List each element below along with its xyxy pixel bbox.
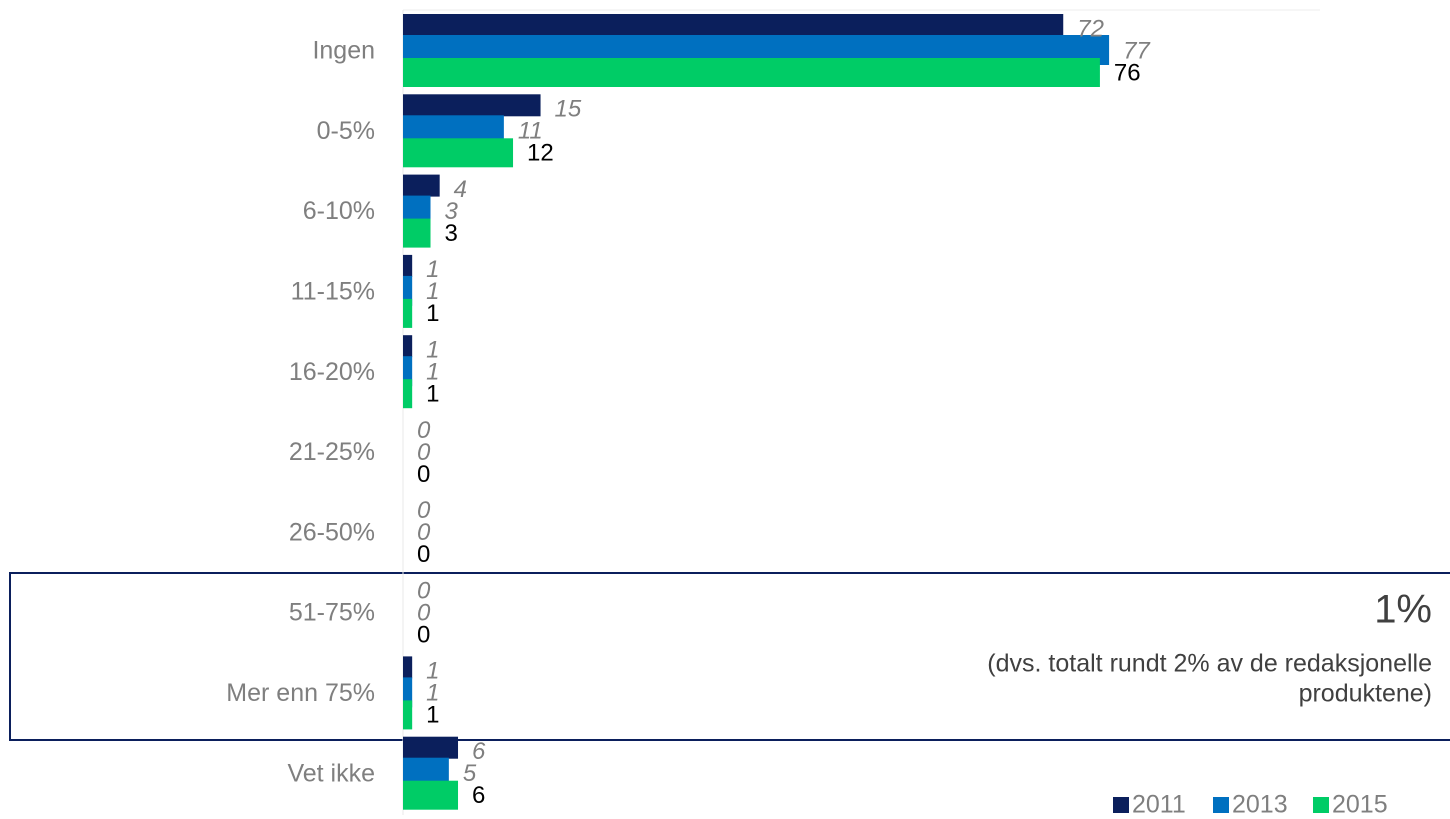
annotation: (dvs. totalt rundt 2% av de redaksjonell… [987,650,1432,678]
data-label: 1 [426,702,439,729]
data-label: 77 [1123,37,1151,64]
bar [403,656,413,679]
bar [403,275,413,306]
y-tick-label: 6-10% [303,197,375,225]
bar [403,736,459,759]
data-label: 1 [426,381,439,408]
y-tick-label: Ingen [312,37,375,65]
bar [403,356,413,387]
bar [403,379,413,409]
data-label: 0 [417,461,430,488]
y-tick-label: 21-25% [289,438,375,466]
data-label: 1 [426,359,439,386]
bar [403,174,440,197]
bar [403,94,541,117]
legend-label: 2015 [1332,791,1388,819]
data-label: 0 [417,417,431,444]
data-label: 4 [454,176,467,203]
data-label: 0 [417,497,431,524]
y-tick-label: 16-20% [289,358,375,386]
data-label: 1 [426,278,439,305]
bar [403,138,514,168]
data-label: 1 [426,680,439,707]
legend-swatch [1113,797,1129,813]
bar [403,254,413,277]
data-label: 6 [472,782,485,809]
bar [403,218,431,248]
legend-label: 2013 [1232,791,1288,819]
legend-swatch [1313,797,1329,813]
bar [403,58,1100,87]
bar [403,14,1064,36]
annotation-box [9,572,1450,741]
y-tick-label: 11-15% [291,278,375,306]
data-label: 1 [426,256,439,283]
legend-label: 2011 [1132,791,1186,819]
y-tick-label: 26-50% [289,518,375,546]
bar [403,298,413,328]
bar [403,677,413,708]
data-label: 1 [426,300,439,327]
data-label: 15 [555,96,582,123]
data-label: 76 [1114,59,1141,86]
y-tick-label: 0-5% [317,117,375,145]
annotation: produktene) [1299,680,1432,708]
data-label: 6 [472,738,486,765]
data-label: 5 [463,760,477,787]
data-label: 0 [417,519,431,546]
annotation: 1% [1374,588,1432,632]
data-label: 3 [445,220,458,247]
bar [403,335,413,358]
bar [403,780,459,810]
data-label: 0 [417,599,431,626]
legend-swatch [1213,797,1229,813]
y-tick-label: 51-75% [289,599,375,627]
data-label: 0 [417,439,431,466]
data-label: 0 [417,541,430,568]
data-label: 3 [445,198,459,225]
data-label: 72 [1077,15,1104,42]
data-label: 1 [426,658,439,685]
data-label: 0 [417,621,430,648]
data-label: 12 [527,140,554,167]
bar [403,700,413,730]
data-label: 11 [518,118,543,145]
y-tick-label: Mer enn 75% [226,679,375,707]
y-tick-label: Vet ikke [287,759,375,787]
data-label: 0 [417,577,431,604]
data-label: 1 [426,337,439,364]
